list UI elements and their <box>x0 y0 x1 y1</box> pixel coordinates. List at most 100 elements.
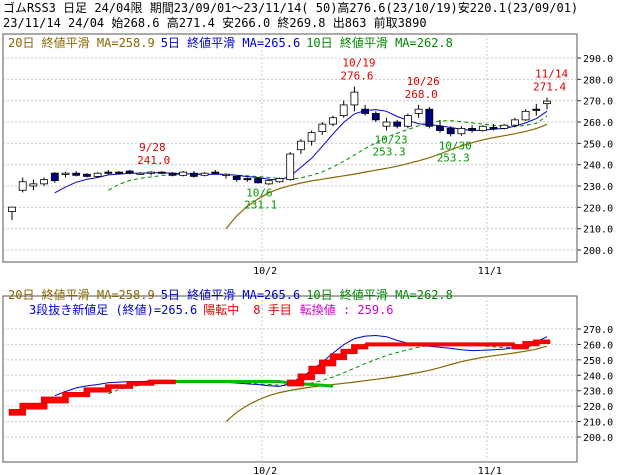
candle-body <box>371 113 380 121</box>
chart-header: ゴムRSS3 日足 24/04限 期間23/09/01～23/11/14( 50… <box>0 0 624 32</box>
candle-body <box>425 108 434 127</box>
upper-y-tick-label: 220.0 <box>583 203 613 214</box>
candle-body <box>264 180 273 185</box>
annotation-date: 10/6 <box>246 187 273 200</box>
lower-y-tick-label: 230.0 <box>583 387 613 398</box>
candle-body <box>136 172 145 175</box>
lower-y-tick-label: 240.0 <box>583 371 613 382</box>
upper-y-tick-label: 240.0 <box>583 161 613 172</box>
candle-body <box>243 178 252 181</box>
candle-body <box>436 125 444 131</box>
new-price-brick <box>147 379 176 385</box>
lower-y-tick-label: 270.0 <box>583 325 613 336</box>
candle-body <box>40 179 48 185</box>
candle-body <box>446 127 455 135</box>
candle-body <box>361 108 370 114</box>
lower-x-tick-label: 10/2 <box>253 466 277 475</box>
lower-legend-ma20: 20日 終値平滑 MA=258.9 <box>8 287 155 302</box>
lower-info: 3段抜き新値足 (終値)=265.6 陽転中 8 手目 転換値 : 259.6 <box>29 302 394 317</box>
lower-legend-ma10: 10日 終値平滑 MA=262.8 <box>306 287 453 302</box>
info-reversal: 転換値 : 259.6 <box>300 302 394 317</box>
upper-y-tick-label: 200.0 <box>583 246 613 257</box>
candle-body <box>478 125 487 131</box>
candle-body <box>307 132 316 142</box>
candle-body <box>72 172 81 176</box>
ma10-line <box>108 115 548 191</box>
annotation-value: 253.3 <box>437 151 470 164</box>
legend-ma5: 5日 終値平滑 MA=265.6 <box>161 35 300 50</box>
lower-legend: 20日 終値平滑 MA=258.9 5日 終値平滑 MA=265.6 10日 終値平… <box>8 287 453 302</box>
new-price-brick <box>340 348 358 354</box>
candle-body <box>125 170 134 174</box>
candle-body <box>29 183 38 187</box>
new-price-brick <box>40 396 69 404</box>
annotation-value: 268.0 <box>405 88 438 101</box>
annotation-date: 10/19 <box>342 57 375 70</box>
candle-body <box>521 110 530 121</box>
candle-body <box>168 172 177 176</box>
annotation-value: 253.3 <box>373 146 406 159</box>
upper-y-tick-label: 290.0 <box>583 54 613 65</box>
annotation-date: 10/23 <box>375 134 408 147</box>
candle-body <box>510 119 519 126</box>
candle-body <box>457 127 466 135</box>
new-price-brick <box>533 339 551 345</box>
new-price-brick <box>351 344 369 350</box>
new-price-brick <box>19 402 48 410</box>
candle-body <box>489 126 498 129</box>
ma20-line <box>225 123 548 230</box>
new-price-brick <box>511 344 529 350</box>
annotation-date: 9/28 <box>139 141 166 154</box>
upper-y-tick-label: 270.0 <box>583 97 613 108</box>
brick-neutral-trace <box>172 380 334 388</box>
candle-body <box>104 171 113 174</box>
upper-y-tick-label: 230.0 <box>583 182 613 193</box>
upper-y-tick-label: 250.0 <box>583 139 613 150</box>
candle-body <box>222 173 230 176</box>
annotation-value: 241.0 <box>137 154 170 167</box>
new-price-brick <box>105 384 133 389</box>
candle-body <box>18 181 27 191</box>
new-price-brick <box>8 408 26 416</box>
candle-body <box>211 171 220 174</box>
lower-y-tick-label: 200.0 <box>583 433 613 444</box>
annotation-date: 10/26 <box>407 75 440 88</box>
candle-body <box>468 127 477 131</box>
candle-body <box>500 124 509 129</box>
upper-plot-frame <box>2 33 578 263</box>
candle-body <box>275 178 284 183</box>
lower-y-tick-label: 220.0 <box>583 402 613 413</box>
legend-ma10: 10日 終値平滑 MA=262.8 <box>306 35 453 50</box>
candle-body <box>393 121 402 127</box>
lower-y-tick-label: 210.0 <box>583 418 613 429</box>
lower-y-tick-label: 260.0 <box>583 340 613 351</box>
new-price-brick <box>319 359 337 367</box>
candle-body <box>200 172 209 176</box>
new-price-brick <box>83 387 112 393</box>
candle-body <box>329 117 337 125</box>
upper-y-tick-label: 260.0 <box>583 118 613 129</box>
lower-y-tick-label: 250.0 <box>583 356 613 367</box>
candle-body <box>61 172 70 175</box>
candle-body <box>339 104 348 117</box>
upper-panel: 290.0 280.0 270.0 260.0 250.0 240.0 230.0 220.0… <box>2 33 613 277</box>
candle-body <box>318 123 327 132</box>
new-price-brick <box>286 379 305 387</box>
candle-body <box>115 171 123 174</box>
candle-body <box>286 153 295 181</box>
info-title: 3段抜き新値足 (終値)=265.6 <box>29 302 197 317</box>
candle-body <box>382 121 391 127</box>
header-ohlc-line: 23/11/14 24/04 始268.6 高271.4 安266.0 終269… <box>3 16 427 30</box>
upper-y-tick-label: 210.0 <box>583 225 613 236</box>
info-count: 8 手目 <box>253 303 291 317</box>
candle-body <box>179 171 188 176</box>
new-price-brick <box>297 373 315 381</box>
candle-body <box>50 172 59 182</box>
candle-body <box>232 175 241 180</box>
candle-body <box>93 172 102 177</box>
info-state: 陽転中 <box>203 302 239 317</box>
candle-body <box>532 108 541 111</box>
upper-legend: 20日 終値平滑 MA=258.9 5日 終値平滑 MA=265.6 10日 終値平… <box>8 35 453 50</box>
annotation-date: 11/14 <box>535 68 568 81</box>
candle-body <box>8 206 16 212</box>
